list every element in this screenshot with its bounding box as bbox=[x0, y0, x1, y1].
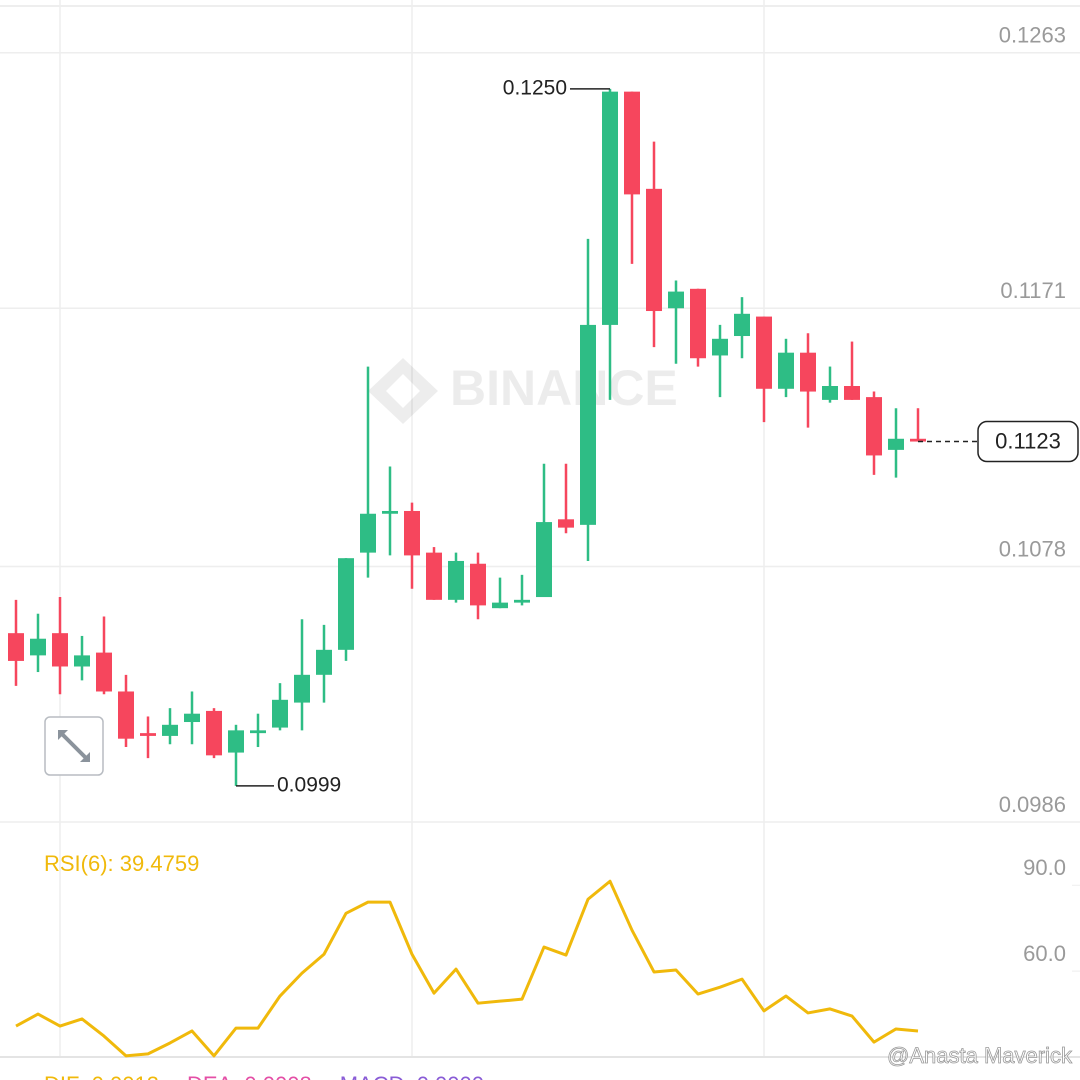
candle-body bbox=[888, 438, 904, 450]
candle-body bbox=[360, 513, 376, 553]
candle-body bbox=[844, 386, 860, 400]
expand-button[interactable] bbox=[44, 716, 104, 776]
candle-body bbox=[778, 352, 794, 389]
candle-body bbox=[96, 652, 112, 692]
macd-legend: MACD: 0.0000 bbox=[340, 1072, 484, 1080]
candle-body bbox=[382, 510, 398, 514]
candle-body bbox=[690, 288, 706, 359]
candle-body bbox=[74, 655, 90, 667]
candle-body bbox=[558, 519, 574, 528]
candle-body bbox=[140, 733, 156, 736]
candle-body bbox=[668, 291, 684, 309]
candle-body bbox=[646, 188, 662, 312]
y-tick-label: 0.0986 bbox=[999, 792, 1066, 817]
candle-body bbox=[624, 91, 640, 195]
candle-body bbox=[228, 730, 244, 753]
last-price-label: 0.1123 bbox=[995, 428, 1061, 453]
candle-body bbox=[800, 352, 816, 392]
candle-body bbox=[756, 316, 772, 389]
candle-body bbox=[316, 649, 332, 675]
y-tick-label: 60.0 bbox=[1023, 941, 1066, 966]
credit: @Anasta Maverick bbox=[887, 1043, 1073, 1068]
y-tick-label: 90.0 bbox=[1023, 855, 1066, 880]
candle-body bbox=[272, 699, 288, 728]
low-label: 0.0999 bbox=[277, 773, 341, 796]
candle-body bbox=[492, 602, 508, 609]
candle-body bbox=[30, 638, 46, 656]
candle-body bbox=[52, 633, 68, 667]
y-tick-label: 0.1263 bbox=[999, 23, 1066, 48]
candle-body bbox=[866, 397, 882, 456]
macd-legend: DIF: 0.0013 bbox=[44, 1072, 159, 1080]
candle-body bbox=[250, 730, 266, 734]
candle-body bbox=[712, 338, 728, 356]
candle-body bbox=[536, 522, 552, 598]
candle-body bbox=[602, 91, 618, 325]
candle-body bbox=[338, 558, 354, 650]
candle-body bbox=[448, 560, 464, 600]
candle-body bbox=[162, 724, 178, 736]
candle-body bbox=[514, 599, 530, 603]
rsi-title: RSI(6): 39.4759 bbox=[44, 851, 199, 876]
candle-body bbox=[470, 563, 486, 606]
y-tick-label: 0.1078 bbox=[999, 536, 1066, 561]
macd-legend: DEA: 0.0008 bbox=[187, 1072, 312, 1080]
last-price-box bbox=[977, 420, 1079, 463]
candle-body bbox=[184, 713, 200, 723]
rsi-line bbox=[15, 879, 919, 1058]
candle-body bbox=[8, 633, 24, 661]
candle-body bbox=[294, 674, 310, 703]
candle-body bbox=[206, 710, 222, 756]
watermark: BINANCE bbox=[450, 360, 678, 416]
watermark-logo bbox=[368, 358, 438, 424]
candle-body bbox=[734, 313, 750, 337]
candle-body bbox=[404, 510, 420, 556]
candle-body bbox=[580, 324, 596, 525]
candle-body bbox=[118, 691, 134, 739]
candle-body bbox=[822, 386, 838, 400]
candle-body bbox=[910, 438, 926, 442]
candle-body bbox=[426, 552, 442, 600]
high-label: 0.1250 bbox=[503, 76, 567, 99]
y-tick-label: 0.1171 bbox=[1000, 278, 1066, 303]
